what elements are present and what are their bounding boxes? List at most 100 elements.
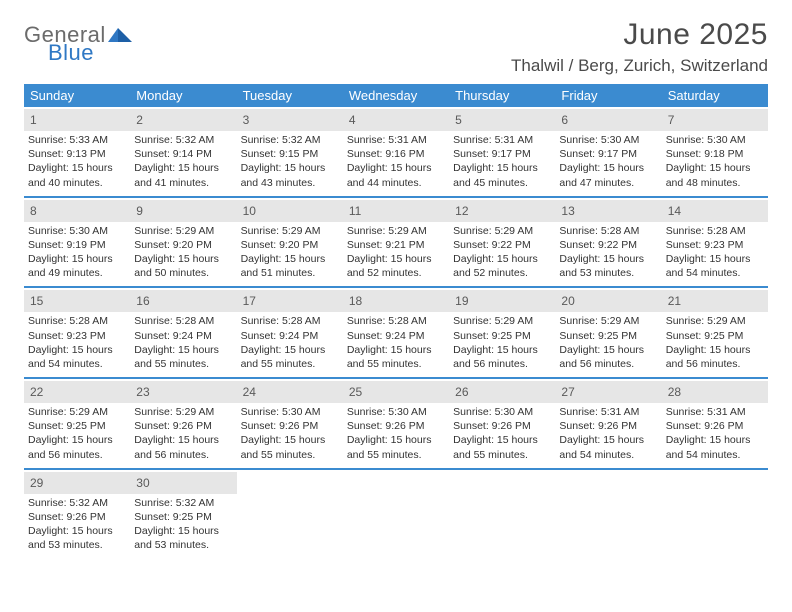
sunset-line: Sunset: 9:25 PM	[666, 329, 764, 343]
sunset-line: Sunset: 9:13 PM	[28, 147, 126, 161]
sunrise-line: Sunrise: 5:29 AM	[28, 405, 126, 419]
sunset-line: Sunset: 9:26 PM	[666, 419, 764, 433]
daynum-bar: 27	[555, 381, 661, 403]
sunrise-line: Sunrise: 5:31 AM	[666, 405, 764, 419]
daylight-line: Daylight: 15 hours and 44 minutes.	[347, 161, 445, 189]
day-body: Sunrise: 5:32 AMSunset: 9:25 PMDaylight:…	[134, 496, 232, 553]
dayhead-row: SundayMondayTuesdayWednesdayThursdayFrid…	[24, 84, 768, 107]
day-body: Sunrise: 5:31 AMSunset: 9:16 PMDaylight:…	[347, 133, 445, 190]
week-row: 29Sunrise: 5:32 AMSunset: 9:26 PMDayligh…	[24, 470, 768, 559]
sunrise-line: Sunrise: 5:30 AM	[666, 133, 764, 147]
day-body: Sunrise: 5:33 AMSunset: 9:13 PMDaylight:…	[28, 133, 126, 190]
page: General Blue June 2025 Thalwil / Berg, Z…	[0, 0, 792, 558]
sunset-line: Sunset: 9:26 PM	[347, 419, 445, 433]
sunset-line: Sunset: 9:25 PM	[453, 329, 551, 343]
daylight-line: Daylight: 15 hours and 54 minutes.	[28, 343, 126, 371]
sunset-line: Sunset: 9:19 PM	[28, 238, 126, 252]
day-cell: 26 Sunrise: 5:30 AMSunset: 9:26 PMDayligh…	[449, 379, 555, 468]
dayhead: Friday	[555, 84, 661, 107]
sunrise-line: Sunrise: 5:28 AM	[134, 314, 232, 328]
day-cell: 14Sunrise: 5:28 AMSunset: 9:23 PMDayligh…	[662, 198, 768, 287]
location: Thalwil / Berg, Zurich, Switzerland	[511, 56, 768, 76]
daynum-bar: 6	[555, 109, 661, 131]
sunrise-line: Sunrise: 5:29 AM	[453, 224, 551, 238]
daynum-bar: 12	[449, 200, 555, 222]
day-number: 3	[243, 113, 250, 127]
day-number: 21	[668, 294, 681, 308]
day-number: 30	[136, 476, 149, 490]
sunrise-line: Sunrise: 5:30 AM	[453, 405, 551, 419]
sunset-line: Sunset: 9:26 PM	[453, 419, 551, 433]
day-number: 1	[30, 113, 37, 127]
daynum-bar: 11	[343, 200, 449, 222]
empty-cell	[343, 470, 449, 559]
day-number: 26	[455, 385, 468, 399]
day-number: 24	[243, 385, 256, 399]
week-row: 1Sunrise: 5:33 AMSunset: 9:13 PMDaylight…	[24, 107, 768, 198]
day-cell: 22Sunrise: 5:29 AMSunset: 9:25 PMDayligh…	[24, 379, 130, 468]
daylight-line: Daylight: 15 hours and 52 minutes.	[453, 252, 551, 280]
day-number: 28	[668, 385, 681, 399]
daylight-line: Daylight: 15 hours and 55 minutes.	[347, 433, 445, 461]
daynum-bar: 7	[662, 109, 768, 131]
sunset-line: Sunset: 9:22 PM	[453, 238, 551, 252]
daynum-bar: 28	[662, 381, 768, 403]
day-number: 12	[455, 204, 468, 218]
empty-cell	[449, 470, 555, 559]
sunrise-line: Sunrise: 5:31 AM	[453, 133, 551, 147]
daylight-line: Daylight: 15 hours and 48 minutes.	[666, 161, 764, 189]
empty-cell	[662, 470, 768, 559]
sunrise-line: Sunrise: 5:30 AM	[559, 133, 657, 147]
daynum-bar: 3	[237, 109, 343, 131]
sunrise-line: Sunrise: 5:33 AM	[28, 133, 126, 147]
sunrise-line: Sunrise: 5:28 AM	[347, 314, 445, 328]
weeks-container: 1Sunrise: 5:33 AMSunset: 9:13 PMDaylight…	[24, 107, 768, 558]
title-block: June 2025 Thalwil / Berg, Zurich, Switze…	[511, 18, 768, 76]
daylight-line: Daylight: 15 hours and 55 minutes.	[241, 343, 339, 371]
day-number: 23	[136, 385, 149, 399]
daynum-bar: 19	[449, 290, 555, 312]
dayhead: Tuesday	[237, 84, 343, 107]
week-row: 8Sunrise: 5:30 AMSunset: 9:19 PMDaylight…	[24, 198, 768, 289]
sunrise-line: Sunrise: 5:29 AM	[347, 224, 445, 238]
day-cell: 28Sunrise: 5:31 AMSunset: 9:26 PMDayligh…	[662, 379, 768, 468]
daynum-bar: 4	[343, 109, 449, 131]
daynum-bar: 24	[237, 381, 343, 403]
day-number: 22	[30, 385, 43, 399]
sunset-line: Sunset: 9:17 PM	[559, 147, 657, 161]
dayhead: Wednesday	[343, 84, 449, 107]
day-body: Sunrise: 5:29 AMSunset: 9:22 PMDaylight:…	[453, 224, 551, 281]
day-cell: 9 Sunrise: 5:29 AMSunset: 9:20 PMDaylight…	[130, 198, 236, 287]
daynum-bar: 18	[343, 290, 449, 312]
daylight-line: Daylight: 15 hours and 43 minutes.	[241, 161, 339, 189]
day-cell: 23Sunrise: 5:29 AMSunset: 9:26 PMDayligh…	[130, 379, 236, 468]
sunrise-line: Sunrise: 5:28 AM	[559, 224, 657, 238]
sunrise-line: Sunrise: 5:29 AM	[134, 405, 232, 419]
sunset-line: Sunset: 9:24 PM	[241, 329, 339, 343]
empty-cell	[555, 470, 661, 559]
day-cell: 27Sunrise: 5:31 AMSunset: 9:26 PMDayligh…	[555, 379, 661, 468]
week-row: 22Sunrise: 5:29 AMSunset: 9:25 PMDayligh…	[24, 379, 768, 470]
day-number: 15	[30, 294, 43, 308]
day-number: 9	[136, 204, 143, 218]
daylight-line: Daylight: 15 hours and 40 minutes.	[28, 161, 126, 189]
sunrise-line: Sunrise: 5:30 AM	[28, 224, 126, 238]
daylight-line: Daylight: 15 hours and 55 minutes.	[453, 433, 551, 461]
day-body: Sunrise: 5:32 AMSunset: 9:15 PMDaylight:…	[241, 133, 339, 190]
day-number: 13	[561, 204, 574, 218]
day-cell: 25Sunrise: 5:30 AMSunset: 9:26 PMDayligh…	[343, 379, 449, 468]
sunrise-line: Sunrise: 5:29 AM	[241, 224, 339, 238]
day-body: Sunrise: 5:29 AMSunset: 9:20 PMDaylight:…	[134, 224, 232, 281]
daynum-bar: 9	[130, 200, 236, 222]
sunrise-line: Sunrise: 5:30 AM	[347, 405, 445, 419]
sunrise-line: Sunrise: 5:29 AM	[666, 314, 764, 328]
daynum-bar: 29	[24, 472, 130, 494]
sunset-line: Sunset: 9:24 PM	[134, 329, 232, 343]
day-body: Sunrise: 5:32 AMSunset: 9:26 PMDaylight:…	[28, 496, 126, 553]
daylight-line: Daylight: 15 hours and 51 minutes.	[241, 252, 339, 280]
sunset-line: Sunset: 9:17 PM	[453, 147, 551, 161]
day-number: 2	[136, 113, 143, 127]
day-cell: 18Sunrise: 5:28 AMSunset: 9:24 PMDayligh…	[343, 288, 449, 377]
daynum-bar: 1	[24, 109, 130, 131]
day-number: 10	[243, 204, 256, 218]
